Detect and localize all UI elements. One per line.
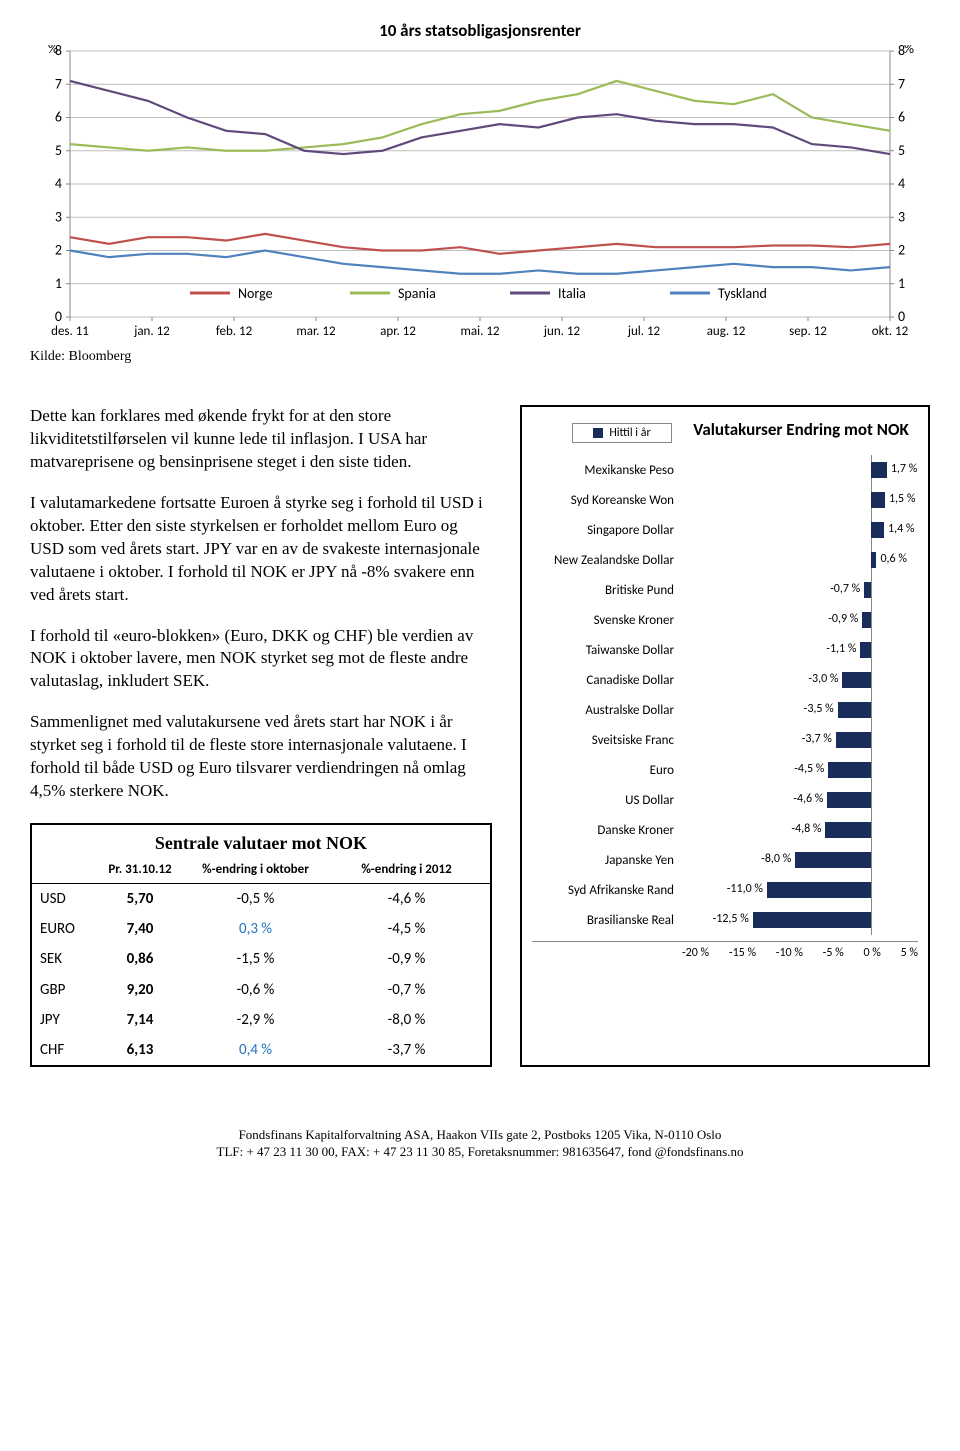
bar-label: Syd Koreanske Won xyxy=(532,493,682,508)
fx-table: Sentrale valutaer mot NOK Pr. 31.10.12 %… xyxy=(30,823,492,1067)
bar-label: Brasilianske Real xyxy=(532,913,682,928)
footer-line: Fondsfinans Kapitalforvaltning ASA, Haak… xyxy=(30,1127,930,1144)
bar-label: Japanske Yen xyxy=(532,853,682,868)
chart-title: 10 års statsobligasjonsrenter xyxy=(30,20,930,41)
svg-text:mai. 12: mai. 12 xyxy=(461,324,500,339)
bar-label: Euro xyxy=(532,763,682,778)
bar-label: Syd Afrikanske Rand xyxy=(532,883,682,898)
svg-text:7: 7 xyxy=(55,75,62,92)
svg-text:2: 2 xyxy=(55,242,62,259)
bar-label: Singapore Dollar xyxy=(532,523,682,538)
bar-row: New Zealandske Dollar0,6 % xyxy=(532,545,918,575)
chart-source: Kilde: Bloomberg xyxy=(30,349,930,365)
svg-text:5: 5 xyxy=(55,142,62,159)
svg-text:Spania: Spania xyxy=(398,285,436,302)
svg-text:4: 4 xyxy=(55,175,62,192)
svg-text:1: 1 xyxy=(55,275,62,292)
bar-row: Svenske Kroner-0,9 % xyxy=(532,605,918,635)
paragraph: Sammenlignet med valutakursene ved årets… xyxy=(30,711,492,803)
bar-row: Singapore Dollar1,4 % xyxy=(532,515,918,545)
bar-legend: Hittil i år xyxy=(572,423,672,443)
svg-text:4: 4 xyxy=(898,175,905,192)
bar-row: US Dollar-4,6 % xyxy=(532,785,918,815)
paragraph: Dette kan forklares med økende frykt for… xyxy=(30,405,492,474)
svg-text:0: 0 xyxy=(55,308,62,325)
bar-row: Syd Afrikanske Rand-11,0 % xyxy=(532,875,918,905)
bar-label: New Zealandske Dollar xyxy=(532,553,682,568)
bar-label: Svenske Kroner xyxy=(532,613,682,628)
fx-row: EURO7,400,3 %-4,5 % xyxy=(32,914,490,944)
svg-text:apr. 12: apr. 12 xyxy=(380,324,416,339)
svg-text:okt. 12: okt. 12 xyxy=(872,324,909,339)
fx-row: JPY7,14-2,9 %-8,0 % xyxy=(32,1005,490,1035)
svg-text:3: 3 xyxy=(55,208,62,225)
svg-text:feb. 12: feb. 12 xyxy=(216,324,253,339)
bar-row: Sveitsiske Franc-3,7 % xyxy=(532,725,918,755)
line-chart-svg: 001122334455667788%%des. 11jan. 12feb. 1… xyxy=(30,45,930,345)
bar-label: Mexikanske Peso xyxy=(532,463,682,478)
bar-label: Canadiske Dollar xyxy=(532,673,682,688)
svg-text:1: 1 xyxy=(898,275,905,292)
bar-label: Danske Kroner xyxy=(532,823,682,838)
footer: Fondsfinans Kapitalforvaltning ASA, Haak… xyxy=(30,1127,930,1161)
svg-text:Norge: Norge xyxy=(238,285,273,302)
fx-header-date: Pr. 31.10.12 xyxy=(100,861,180,879)
bar-row: Japanske Yen-8,0 % xyxy=(532,845,918,875)
svg-text:6: 6 xyxy=(898,109,905,126)
svg-text:mar. 12: mar. 12 xyxy=(296,324,336,339)
bar-row: Canadiske Dollar-3,0 % xyxy=(532,665,918,695)
svg-text:2: 2 xyxy=(898,242,905,259)
bar-row: Syd Koreanske Won1,5 % xyxy=(532,485,918,515)
fx-header-year: %-endring i 2012 xyxy=(331,861,482,879)
svg-text:Italia: Italia xyxy=(558,285,586,302)
svg-text:jun. 12: jun. 12 xyxy=(543,324,581,339)
svg-text:0: 0 xyxy=(898,308,905,325)
body-text: Dette kan forklares med økende frykt for… xyxy=(30,405,492,1067)
bar-label: Australske Dollar xyxy=(532,703,682,718)
svg-text:3: 3 xyxy=(898,208,905,225)
svg-text:%: % xyxy=(48,45,58,57)
bar-row: Danske Kroner-4,8 % xyxy=(532,815,918,845)
svg-text:jul. 12: jul. 12 xyxy=(627,324,661,339)
svg-text:jan. 12: jan. 12 xyxy=(133,324,170,339)
paragraph: I valutamarkedene fortsatte Euroen å sty… xyxy=(30,492,492,607)
bar-label: Sveitsiske Franc xyxy=(532,733,682,748)
fx-row: GBP9,20-0,6 %-0,7 % xyxy=(32,975,490,1005)
svg-text:%: % xyxy=(904,45,914,57)
bar-row: Euro-4,5 % xyxy=(532,755,918,785)
footer-line: TLF: + 47 23 11 30 00, FAX: + 47 23 11 3… xyxy=(30,1144,930,1161)
fx-header-month: %-endring i oktober xyxy=(180,861,331,879)
bond-yield-chart: 10 års statsobligasjonsrenter 0 0 1 1 2 2 3 3 4 4… xyxy=(30,20,930,365)
paragraph: I forhold til «euro-blokken» (Euro, DKK … xyxy=(30,625,492,694)
fx-row: CHF6,130,4 %-3,7 % xyxy=(32,1035,490,1065)
bar-row: Britiske Pund-0,7 % xyxy=(532,575,918,605)
bar-label: US Dollar xyxy=(532,793,682,808)
bar-row: Brasilianske Real-12,5 % xyxy=(532,905,918,935)
bar-row: Mexikanske Peso1,7 % xyxy=(532,455,918,485)
svg-text:7: 7 xyxy=(898,75,905,92)
bar-label: Britiske Pund xyxy=(532,583,682,598)
bar-row: Australske Dollar-3,5 % xyxy=(532,695,918,725)
fx-row: USD5,70-0,5 %-4,6 % xyxy=(32,884,490,914)
svg-text:aug. 12: aug. 12 xyxy=(707,324,746,339)
fx-row: SEK0,86-1,5 %-0,9 % xyxy=(32,944,490,974)
fx-bar-chart: Hittil i år Valutakurser Endring mot NOK… xyxy=(520,405,930,1067)
svg-text:sep. 12: sep. 12 xyxy=(789,324,827,339)
svg-text:Tyskland: Tyskland xyxy=(718,285,767,302)
svg-text:des. 11: des. 11 xyxy=(51,324,89,339)
bar-chart-title: Valutakurser Endring mot NOK xyxy=(684,419,918,440)
fx-table-title: Sentrale valutaer mot NOK xyxy=(32,825,490,857)
svg-text:6: 6 xyxy=(55,109,62,126)
bar-label: Taiwanske Dollar xyxy=(532,643,682,658)
bar-row: Taiwanske Dollar-1,1 % xyxy=(532,635,918,665)
svg-text:5: 5 xyxy=(898,142,905,159)
